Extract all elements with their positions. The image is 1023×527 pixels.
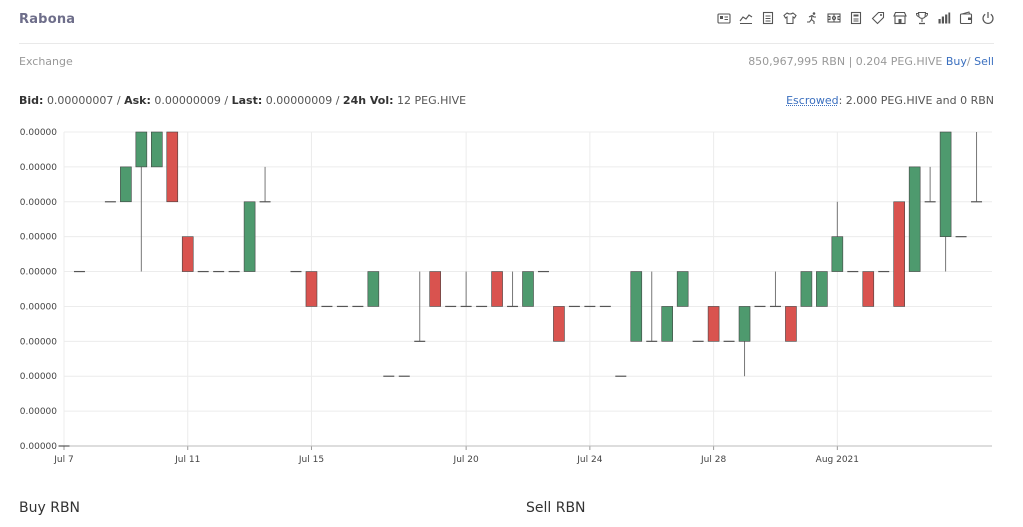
y-tick-label: 0.00000 xyxy=(20,302,57,312)
report-icon[interactable] xyxy=(849,11,863,25)
ask-value: 0.00000009 xyxy=(154,94,221,107)
volume-label: 24h Vol: xyxy=(342,94,394,107)
up-candle[interactable] xyxy=(800,271,813,307)
bar-chart-icon[interactable] xyxy=(937,11,951,25)
market-icon[interactable] xyxy=(893,11,907,25)
top-bar: Rabona xyxy=(0,0,1023,44)
up-candle[interactable] xyxy=(367,271,380,307)
power-icon[interactable] xyxy=(981,11,995,25)
up-candle[interactable] xyxy=(908,166,921,272)
escrow-value: : 2.000 PEG.HIVE and 0 RBN xyxy=(838,94,994,107)
volume-value: 12 PEG.HIVE xyxy=(397,94,467,107)
up-candle[interactable] xyxy=(243,201,256,272)
bid-value: 0.00000007 xyxy=(46,94,114,107)
x-tick-label: Jul 20 xyxy=(453,455,479,465)
y-tick-label: 0.00000 xyxy=(20,407,57,417)
shirt-icon[interactable] xyxy=(783,11,797,25)
trophy-icon[interactable] xyxy=(915,11,929,25)
stats-separator: / xyxy=(113,94,125,107)
up-candle[interactable] xyxy=(661,306,674,342)
x-tick-label: Jul 7 xyxy=(53,455,73,465)
price-candlestick-chart[interactable]: 0.00000 0.00000 0.00000 0.00000 0.00000 0.000… xyxy=(0,120,1023,470)
tag-icon[interactable] xyxy=(871,11,885,25)
x-tick-label: Jul 28 xyxy=(700,455,726,465)
exchange-label: Exchange xyxy=(19,55,73,68)
escrowed-link[interactable]: Escrowed xyxy=(786,94,839,107)
y-tick-label: 0.00000 xyxy=(20,128,57,138)
up-candle[interactable] xyxy=(120,166,132,203)
y-tick-label: 0.00000 xyxy=(20,268,57,278)
escrow-summary: Escrowed: 2.000 PEG.HIVE and 0 RBN xyxy=(786,94,994,107)
wallet-icon[interactable] xyxy=(959,11,973,25)
market-stats: Bid: 0.00000007 / Ask: 0.00000009 / Last… xyxy=(19,94,466,107)
down-candle[interactable] xyxy=(893,201,906,307)
link-separator: / xyxy=(966,55,971,68)
y-tick-label: 0.00000 xyxy=(20,442,57,452)
down-candle[interactable] xyxy=(181,236,194,272)
y-tick-label: 0.00000 xyxy=(20,233,57,243)
down-candle[interactable] xyxy=(491,271,503,307)
trend-line-icon[interactable] xyxy=(739,11,753,25)
up-candle[interactable] xyxy=(135,131,148,168)
down-candle[interactable] xyxy=(553,306,565,342)
x-tick-label: Jul 15 xyxy=(298,455,324,465)
up-candle[interactable] xyxy=(630,271,643,342)
document-icon[interactable] xyxy=(761,11,775,25)
app-title[interactable]: Rabona xyxy=(19,12,76,27)
buy-link[interactable]: Buy xyxy=(945,55,967,68)
up-candle[interactable] xyxy=(738,306,751,342)
last-label: Last: xyxy=(231,94,263,107)
y-tick-label: 0.00000 xyxy=(20,337,57,347)
bid-label: Bid: xyxy=(19,94,44,107)
up-candle[interactable] xyxy=(151,131,163,168)
up-candle[interactable] xyxy=(676,271,689,307)
up-candle[interactable] xyxy=(831,236,844,272)
up-candle[interactable] xyxy=(816,271,828,307)
y-tick-label: 0.00000 xyxy=(20,372,57,382)
stadium-icon[interactable] xyxy=(827,11,841,25)
up-candle[interactable] xyxy=(522,271,534,307)
stats-separator: / xyxy=(220,94,232,107)
x-tick-label: Aug 2021 xyxy=(816,455,859,465)
y-tick-label: 0.00000 xyxy=(20,163,57,173)
down-candle[interactable] xyxy=(785,306,797,342)
stats-separator: / xyxy=(332,94,343,107)
down-candle[interactable] xyxy=(707,306,720,342)
down-candle[interactable] xyxy=(305,271,318,307)
header-divider xyxy=(19,43,994,44)
x-tick-label: Jul 24 xyxy=(576,455,602,465)
balance-text: 850,967,995 RBN | 0.204 PEG.HIVE xyxy=(748,55,943,68)
running-icon[interactable] xyxy=(805,11,819,25)
sell-link[interactable]: Sell xyxy=(974,55,994,68)
y-tick-label: 0.00000 xyxy=(20,198,57,208)
sell-panel-title: Sell RBN xyxy=(526,500,586,516)
ask-label: Ask: xyxy=(124,94,151,107)
balance-summary: 850,967,995 RBN | 0.204 PEG.HIVE Buy/ Se… xyxy=(748,55,994,68)
last-value: 0.00000009 xyxy=(265,94,333,107)
down-candle[interactable] xyxy=(166,131,179,203)
id-card-icon[interactable] xyxy=(717,11,731,25)
x-tick-label: Jul 11 xyxy=(174,455,200,465)
down-candle[interactable] xyxy=(862,271,875,307)
nav-icon-bar xyxy=(717,11,995,25)
down-candle[interactable] xyxy=(429,271,442,307)
buy-panel-title: Buy RBN xyxy=(19,500,81,516)
up-candle[interactable] xyxy=(939,131,952,237)
